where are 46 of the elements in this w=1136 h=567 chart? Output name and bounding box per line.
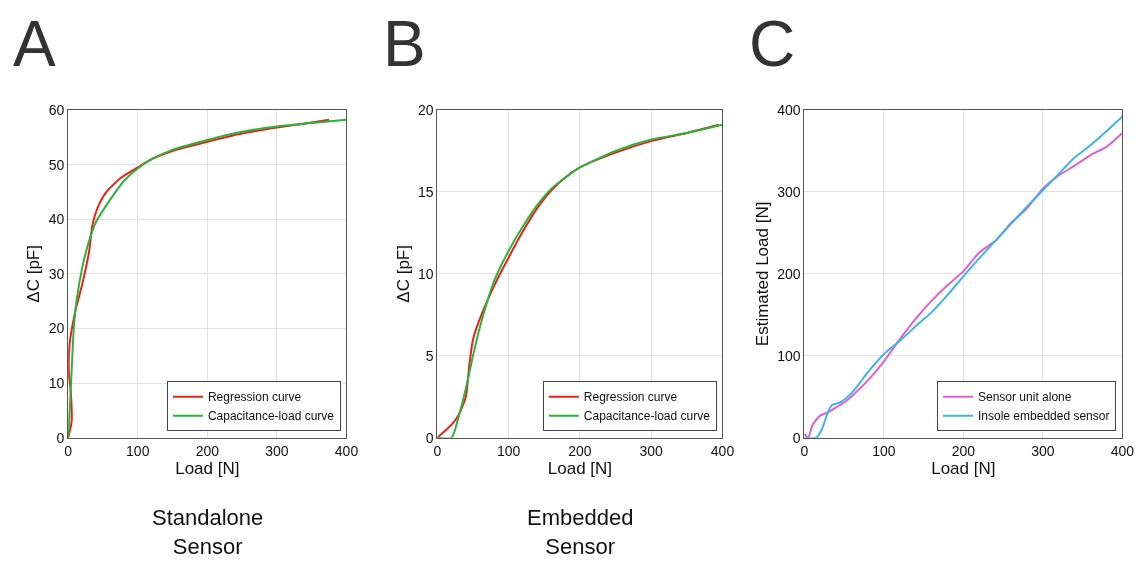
legend-label: Capacitance-load curve	[583, 409, 711, 424]
x-tick-label: 300	[1031, 442, 1055, 459]
x-tick-label: 200	[568, 442, 592, 459]
y-axis-title: ΔC [pF]	[393, 245, 413, 303]
y-tick-label: 400	[777, 101, 801, 118]
x-axis-title: Load [N]	[175, 458, 240, 478]
y-tick-label: 0	[425, 429, 434, 446]
y-tick-label: 0	[792, 429, 801, 446]
text: Embedded Sensor	[527, 505, 634, 559]
y-tick-label: 300	[777, 183, 801, 200]
y-axis-title: ΔC [pF]	[24, 245, 44, 303]
x-tick-label: 400	[334, 442, 359, 459]
chart-title: A	[13, 8, 56, 80]
x-tick-label: 100	[496, 442, 521, 459]
legend-label: Sensor unit alone	[978, 390, 1072, 405]
legend-label: Insole embedded sensor	[978, 409, 1110, 424]
x-axis-title: Load [N]	[547, 458, 613, 478]
x-tick-label: 100	[872, 442, 896, 459]
y-tick-label: 5	[425, 347, 434, 364]
chart-title: B	[383, 8, 426, 80]
x-tick-label: 100	[126, 442, 150, 459]
y-tick-label: 20	[417, 101, 434, 118]
y-tick-label: 15	[417, 183, 434, 200]
y-tick-label: 10	[48, 375, 65, 392]
legend-label: Regression curve	[583, 390, 678, 405]
y-tick-label: 50	[48, 156, 65, 173]
y-tick-label: 200	[777, 265, 801, 282]
y-tick-label: 40	[48, 211, 65, 228]
legend-label: Capacitance-load curve	[207, 409, 335, 424]
x-tick-label: 200	[951, 442, 976, 459]
text: Standalone Sensor	[152, 505, 264, 559]
chart-title: C	[749, 8, 796, 80]
x-axis-title: Load [N]	[931, 458, 996, 478]
y-tick-label: 100	[777, 347, 801, 364]
x-tick-label: 300	[265, 442, 289, 459]
legend-label: Regression curve	[207, 390, 302, 405]
y-tick-label: 60	[48, 101, 65, 118]
y-axis-title: Estimated Load [N]	[752, 201, 772, 347]
y-tick-label: 10	[417, 265, 434, 282]
y-tick-label: 20	[48, 320, 65, 337]
x-tick-label: 400	[1110, 442, 1135, 459]
x-tick-label: 300	[639, 442, 664, 459]
y-tick-label: 30	[48, 265, 65, 282]
x-tick-label: 400	[710, 442, 735, 459]
y-tick-label: 0	[56, 429, 65, 446]
x-tick-label: 200	[195, 442, 220, 459]
